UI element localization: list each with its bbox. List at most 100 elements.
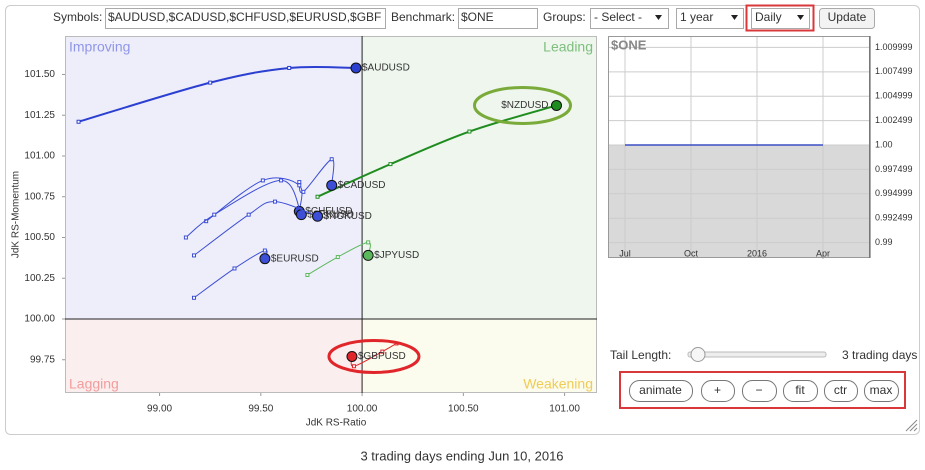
series-label: $SEKUSD	[307, 209, 354, 220]
tail-point	[208, 80, 213, 85]
series-label: $CHFUSD	[305, 206, 352, 217]
update-button[interactable]	[819, 8, 875, 29]
caption: 3 trading days ending Jun 10, 2016	[360, 448, 563, 463]
slider-thumb[interactable]	[690, 347, 706, 362]
x-tick-label: 2016	[747, 248, 767, 258]
period-select[interactable]	[676, 8, 744, 29]
tail-point	[380, 349, 385, 354]
button-label: animate	[639, 383, 682, 397]
tail-line	[298, 158, 335, 194]
tail-point	[192, 253, 197, 258]
tail-point	[246, 212, 251, 217]
control-button[interactable]	[701, 380, 735, 402]
quadrant-label: Lagging	[69, 376, 119, 392]
y-tick-label: 101.50	[24, 69, 55, 80]
x-tick-label: 101.00	[549, 404, 580, 415]
frequency-select[interactable]	[751, 8, 810, 29]
tail-point	[388, 162, 393, 167]
head-point	[312, 210, 324, 222]
x-tick-label: Oct	[684, 248, 699, 258]
quadrant	[65, 36, 363, 319]
series-label: $EURUSD	[271, 253, 319, 264]
tail-point	[297, 180, 302, 185]
series-label: $NOKUSD	[324, 211, 372, 222]
tail-point	[232, 266, 237, 271]
head-point	[259, 253, 271, 265]
groups-select[interactable]	[590, 8, 669, 29]
benchmark-label: Benchmark:	[391, 10, 455, 24]
y-tick-label: 100.00	[24, 314, 55, 325]
groups-value: - Select -	[594, 10, 642, 24]
x-tick-label: 100.00	[347, 404, 378, 415]
tail-slider[interactable]	[687, 351, 827, 358]
dropdown-arrow	[655, 15, 662, 20]
resize-grip	[905, 419, 918, 432]
tail-line	[317, 104, 557, 198]
y-tick-label: 100.75	[24, 191, 55, 202]
tail-point	[260, 178, 265, 183]
control-button[interactable]	[629, 380, 693, 402]
series-label: $AUDUSD	[362, 63, 410, 74]
tail-length-label: Tail Length:	[610, 348, 671, 362]
y-tick-label: 0.992499	[875, 213, 913, 223]
tail-point	[351, 364, 356, 369]
tail-point	[76, 119, 81, 124]
quadrant-label: Improving	[69, 39, 130, 55]
tail-line	[205, 177, 303, 222]
head-point	[362, 249, 374, 261]
button-label: max	[870, 383, 893, 397]
tail-point	[212, 212, 217, 217]
head-point	[350, 62, 362, 74]
tail-point	[183, 235, 188, 240]
highlight-box	[619, 371, 906, 409]
quadrant-label: Weakening	[523, 376, 593, 392]
series-label: $CADUSD	[338, 180, 386, 191]
plot-frame	[65, 36, 597, 393]
y-tick-label: 0.994999	[875, 188, 913, 198]
symbols-value: $AUDUSD,$CADUSD,$CHFUSD,$EURUSD,$GBF	[108, 10, 381, 24]
head-point	[550, 99, 562, 111]
quadrant	[362, 36, 597, 319]
tail-line	[78, 65, 357, 123]
y-tick-label: 1.00	[875, 139, 893, 149]
y-tick-label: 1.002499	[875, 115, 913, 125]
control-button[interactable]	[742, 380, 777, 402]
tail-point	[287, 65, 292, 70]
button-row: animate + − fit ctr max	[629, 380, 899, 402]
quadrant	[362, 318, 597, 393]
tail-line	[307, 241, 371, 276]
area-below	[608, 144, 870, 258]
tail-line	[185, 179, 302, 238]
benchmark-input[interactable]	[458, 8, 538, 29]
button-label: ctr	[834, 383, 847, 397]
y-tick-label: 1.007499	[875, 66, 913, 76]
series-label: $NZDUSD	[501, 100, 548, 111]
tail-point	[467, 129, 472, 134]
period-value: 1 year	[680, 10, 713, 24]
x-tick-label: 99.00	[147, 404, 172, 415]
x-tick-label: Apr	[816, 248, 830, 258]
control-button[interactable]	[864, 380, 899, 402]
y-tick-label: 99.75	[30, 354, 55, 365]
symbols-input[interactable]	[105, 8, 386, 29]
quadrant-label: Leading	[543, 39, 593, 55]
series-label: $JPYUSD	[374, 250, 419, 261]
tail-point	[366, 240, 371, 245]
y-tick-label: 101.25	[24, 110, 55, 121]
tail-line	[350, 343, 397, 367]
control-button[interactable]	[783, 380, 818, 402]
x-tick-label: 99.50	[248, 404, 273, 415]
y-tick-label: 101.00	[24, 151, 55, 162]
y-tick-label: 0.997499	[875, 164, 913, 174]
tail-point	[297, 183, 302, 188]
tail-point	[315, 194, 320, 199]
y-tick-label: 100.50	[24, 232, 55, 243]
frequency-value: Daily	[755, 10, 782, 24]
benchmark-value: $ONE	[461, 10, 494, 24]
tail-point	[335, 255, 340, 260]
head-point	[326, 179, 338, 191]
y-tick-label: 1.004999	[875, 91, 913, 101]
y-axis-label: JdK RS-Momentum	[11, 171, 22, 258]
control-button[interactable]	[824, 380, 858, 402]
